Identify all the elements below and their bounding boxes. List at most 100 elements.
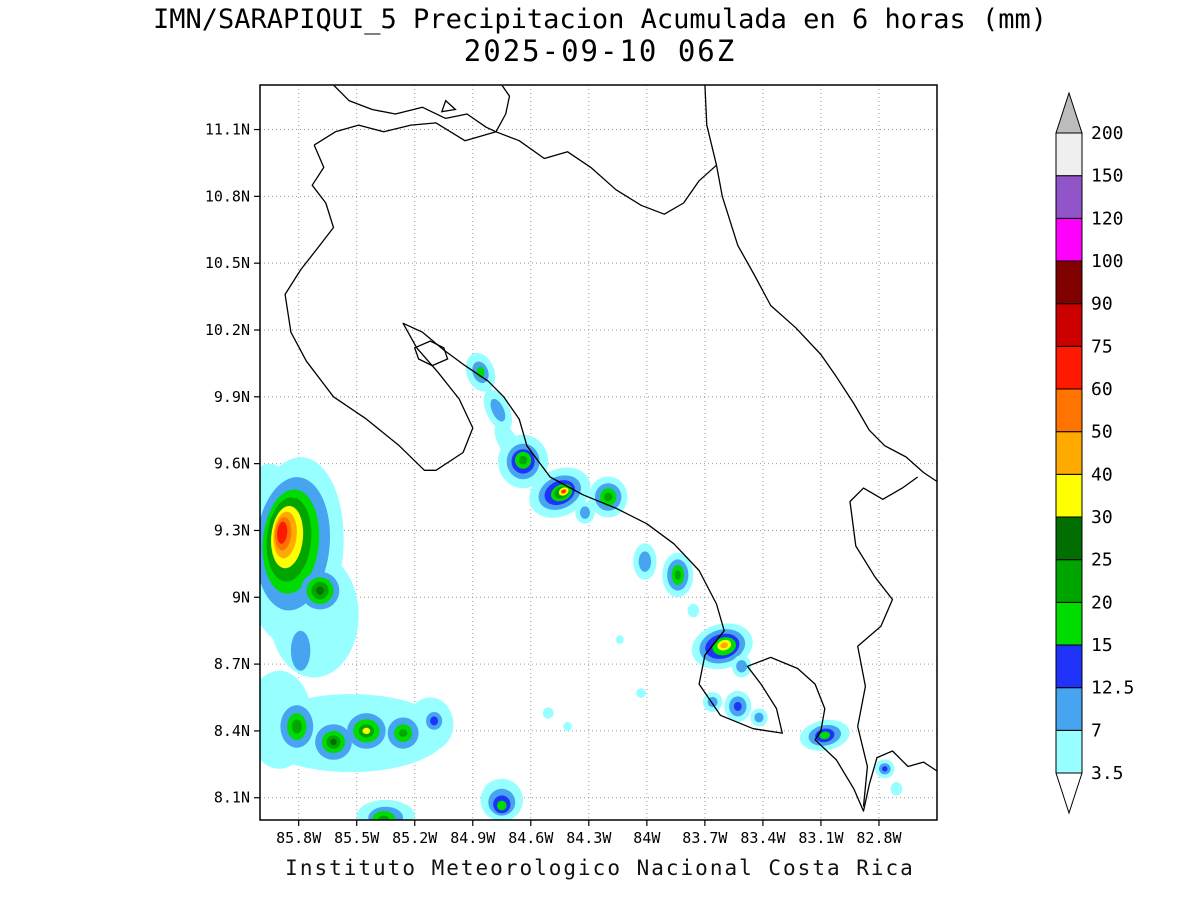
precip-cell bbox=[497, 800, 507, 811]
precip-cell bbox=[430, 716, 438, 726]
precip-cell bbox=[562, 490, 566, 493]
precip-cell bbox=[736, 660, 747, 673]
precip-cell bbox=[291, 719, 302, 734]
precip-cell bbox=[277, 521, 288, 544]
colorbar-label: 50 bbox=[1091, 422, 1113, 443]
island-outline bbox=[440, 99, 457, 113]
precip-cell bbox=[563, 722, 572, 731]
x-axis-tick-label: 83.7W bbox=[682, 829, 728, 847]
x-axis-tick-label: 85.8W bbox=[276, 829, 322, 847]
colorbar: 3.5 7 12.5 15 20 25 30 40 50 60 75 90 100 120 150 200 bbox=[1055, 91, 1134, 815]
colorbar-segment bbox=[1055, 644, 1083, 689]
colorbar-segment bbox=[1055, 559, 1083, 603]
coastline-path bbox=[704, 85, 937, 483]
x-axis-tick-label: 82.8W bbox=[856, 829, 902, 847]
chart-title: IMN/SARAPIQUI_5 Precipitacion Acumulada … bbox=[152, 4, 1048, 35]
colorbar-segment bbox=[1055, 345, 1083, 390]
precip-cell bbox=[687, 603, 700, 618]
axes: 85.8W 85.5W 85.2W 84.9W 84.6W 84.3W 84W 83.7W 83… bbox=[205, 84, 938, 847]
coastline-path bbox=[849, 476, 919, 807]
x-axis-tick-label: 84.3W bbox=[566, 829, 612, 847]
colorbar-label: 60 bbox=[1091, 379, 1113, 400]
x-axis-tick-label: 84.6W bbox=[508, 829, 554, 847]
precip-cell bbox=[518, 455, 528, 465]
colorbar-segment bbox=[1055, 303, 1083, 347]
y-axis-tick-label: 9.3N bbox=[214, 521, 250, 539]
footer-attribution: Instituto Meteorologico Nacional Costa R… bbox=[285, 856, 915, 880]
colorbar-segment bbox=[1055, 729, 1083, 774]
colorbar-under-arrow bbox=[1055, 772, 1083, 815]
coastline-path bbox=[333, 85, 511, 133]
colorbar-segment bbox=[1055, 260, 1083, 305]
colorbar-label: 30 bbox=[1091, 507, 1113, 528]
colorbar-label: 7 bbox=[1091, 720, 1102, 741]
precip-cell bbox=[290, 630, 311, 671]
plot-frame bbox=[259, 84, 938, 821]
y-axis-tick-label: 8.7N bbox=[214, 655, 250, 673]
precip-cell bbox=[362, 727, 371, 735]
colorbar-segment bbox=[1055, 516, 1083, 561]
precip-cell bbox=[674, 570, 681, 580]
colorbar-label: 12.5 bbox=[1091, 678, 1134, 699]
precip-cell bbox=[754, 712, 764, 723]
precip-cell bbox=[330, 738, 337, 746]
coastlines bbox=[284, 85, 937, 812]
precip-cell bbox=[542, 707, 554, 719]
x-axis-tick-label: 84W bbox=[633, 829, 661, 847]
precip-cell bbox=[378, 815, 390, 820]
precip-cell bbox=[490, 398, 506, 422]
y-axis-tick-label: 10.2N bbox=[205, 321, 250, 339]
colorbar-label: 200 bbox=[1091, 123, 1124, 144]
colorbar-label: 15 bbox=[1091, 635, 1113, 656]
x-axis-tick-label: 85.2W bbox=[392, 829, 438, 847]
precip-cell bbox=[733, 701, 742, 711]
colorbar-label: 90 bbox=[1091, 294, 1113, 315]
y-axis-tick-label: 11.1N bbox=[205, 121, 250, 139]
colorbar-segment bbox=[1055, 473, 1083, 518]
y-axis-tick-label: 8.4N bbox=[214, 722, 250, 740]
precip-cell bbox=[603, 492, 613, 502]
colorbar-segment bbox=[1055, 388, 1083, 433]
island-outline bbox=[413, 340, 449, 367]
y-axis-tick-label: 9.9N bbox=[214, 388, 250, 406]
precip-cell bbox=[316, 586, 324, 595]
colorbar-over-arrow bbox=[1055, 91, 1083, 134]
precipitation-field bbox=[260, 352, 903, 820]
precip-cell bbox=[819, 731, 831, 740]
colorbar-segment bbox=[1055, 132, 1083, 177]
colorbar-label: 25 bbox=[1091, 550, 1113, 571]
precip-cell bbox=[882, 766, 888, 772]
colorbar-segment bbox=[1055, 687, 1083, 731]
x-axis-tick-label: 83.1W bbox=[798, 829, 844, 847]
colorbar-label: 3.5 bbox=[1091, 763, 1124, 784]
precip-cell bbox=[580, 506, 590, 519]
colorbar-label: 20 bbox=[1091, 592, 1113, 613]
colorbar-segment bbox=[1055, 175, 1083, 219]
colorbar-segment bbox=[1055, 431, 1083, 475]
x-axis-tick-label: 83.4W bbox=[740, 829, 786, 847]
chart-subtitle: 2025-09-10 06Z bbox=[463, 34, 737, 69]
colorbar-segment bbox=[1055, 217, 1083, 262]
coastline-path bbox=[313, 122, 717, 215]
y-axis-tick-label: 10.8N bbox=[205, 187, 250, 205]
y-axis-tick-label: 8.1N bbox=[214, 789, 250, 807]
precip-cell bbox=[720, 642, 729, 649]
colorbar-label: 100 bbox=[1091, 251, 1124, 272]
precip-cell bbox=[636, 688, 646, 698]
coastline-path bbox=[284, 144, 937, 812]
colorbar-label: 150 bbox=[1091, 166, 1124, 187]
precip-cell bbox=[615, 635, 624, 645]
x-axis-tick-label: 85.5W bbox=[334, 829, 380, 847]
chart-header: IMN/SARAPIQUI_5 Precipitacion Acumulada … bbox=[0, 4, 1200, 68]
y-axis-tick-label: 10.5N bbox=[205, 254, 250, 272]
y-axis-tick-label: 9.6N bbox=[214, 455, 250, 473]
colorbar-segment bbox=[1055, 601, 1083, 646]
colorbar-label: 75 bbox=[1091, 336, 1113, 357]
precip-cell bbox=[398, 729, 408, 738]
colorbar-label: 120 bbox=[1091, 208, 1124, 229]
y-axis-tick-label: 9N bbox=[232, 588, 250, 606]
colorbar-label: 40 bbox=[1091, 464, 1113, 485]
precip-cell bbox=[890, 782, 903, 796]
